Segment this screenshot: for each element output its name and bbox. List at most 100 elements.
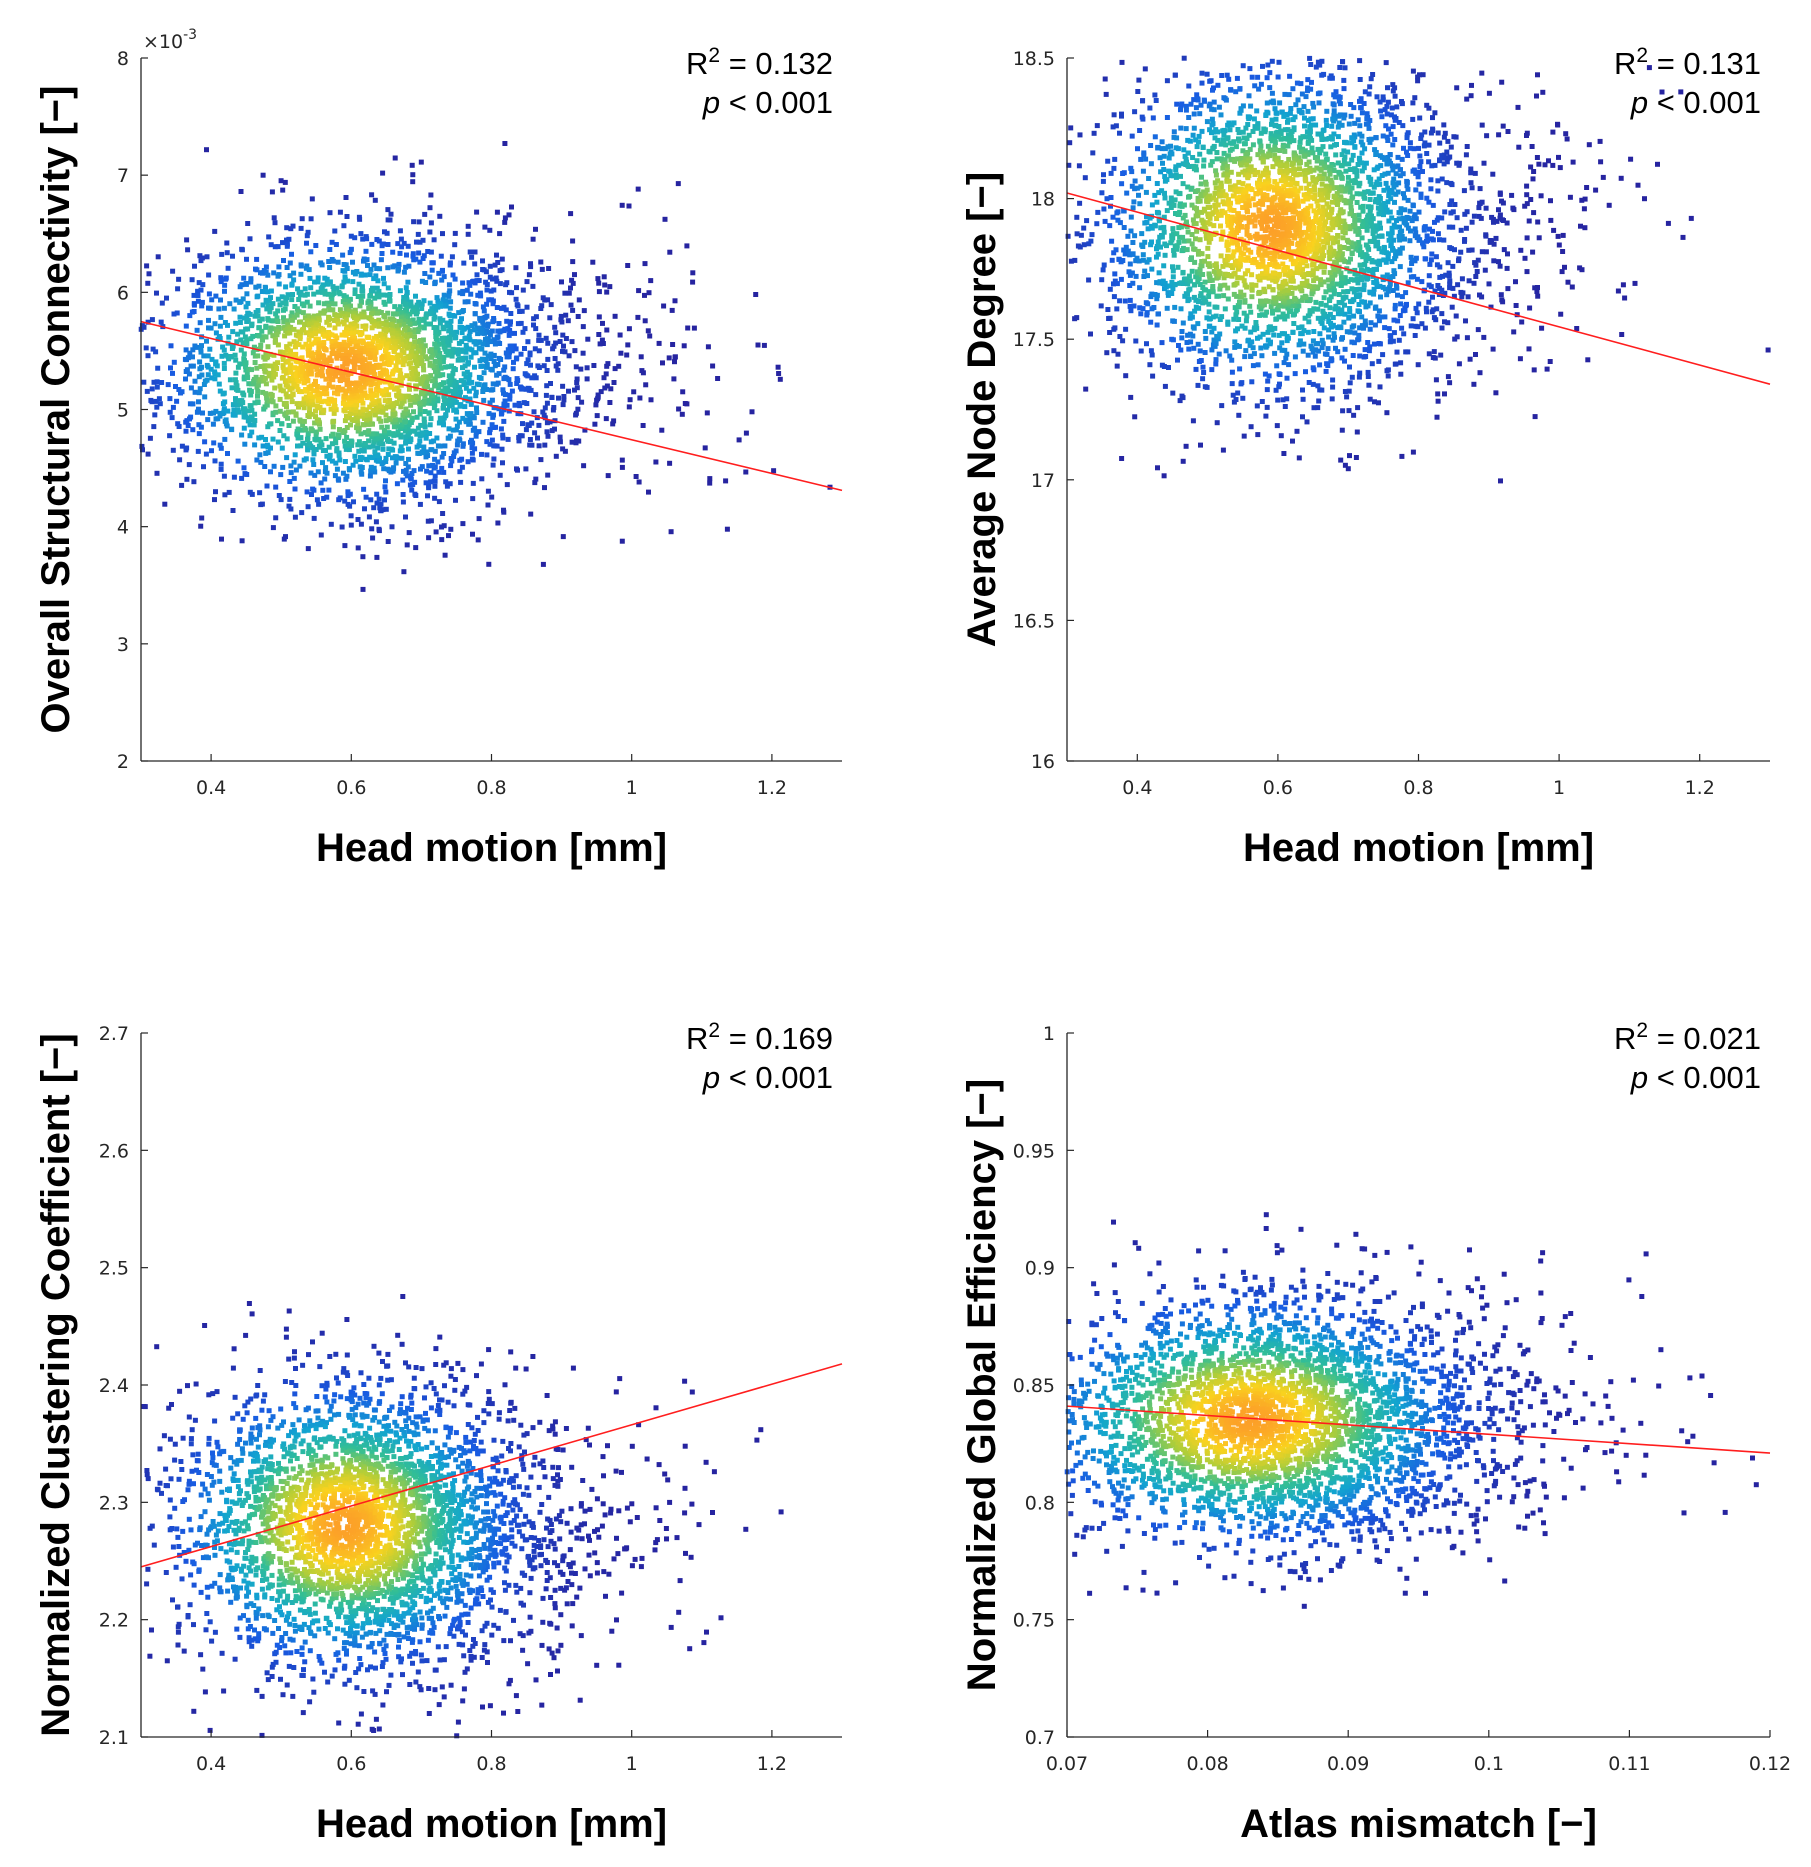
scatter-point [1385, 138, 1391, 143]
scatter-point [198, 424, 204, 430]
scatter-point [1392, 306, 1398, 312]
scatter-point [310, 486, 316, 492]
scatter-point [417, 438, 423, 444]
scatter-point [1498, 292, 1504, 298]
scatter-point [382, 398, 388, 404]
scatter-point [565, 318, 571, 324]
scatter-point [1140, 98, 1145, 104]
scatter-point [611, 380, 617, 385]
scatter-point [1390, 180, 1396, 186]
scatter-point [1174, 101, 1180, 107]
scatter-point [1209, 116, 1215, 122]
scatter-point [372, 381, 378, 387]
scatter-point [1077, 200, 1083, 206]
scatter-point [1209, 347, 1215, 353]
scatter-point [1347, 306, 1353, 311]
scatter-point [255, 388, 261, 394]
scatter-point [1124, 190, 1130, 196]
scatter-point [1451, 134, 1457, 140]
scatter-point [420, 363, 426, 368]
scatter-point [1371, 341, 1377, 347]
scatter-point [429, 260, 435, 266]
scatter-point [1469, 82, 1474, 88]
scatter-point [164, 295, 169, 301]
scatter-point [319, 442, 325, 448]
scatter-point [690, 270, 696, 276]
scatter-point [503, 350, 509, 356]
scatter-point [376, 294, 382, 300]
scatter-point [426, 463, 432, 469]
scatter-point [333, 440, 339, 446]
scatter-point [358, 338, 364, 344]
scatter-point [771, 468, 777, 474]
scatter-point [1464, 96, 1470, 102]
scatter-point [1535, 219, 1541, 225]
scatter-point [281, 433, 287, 439]
scatter-point [146, 271, 152, 277]
scatter-point [511, 359, 516, 365]
scatter-point [1397, 167, 1403, 173]
scatter-point [1384, 161, 1390, 167]
scatter-point [480, 304, 486, 310]
scatter-point [542, 405, 548, 411]
scatter-point [1146, 176, 1152, 181]
scatter-point [1171, 318, 1177, 324]
scatter-point [247, 311, 253, 317]
scatter-point [352, 271, 358, 277]
scatter-point [326, 456, 332, 462]
scatter-point [1383, 123, 1389, 129]
scatter-point [369, 192, 375, 198]
scatter-point [1157, 279, 1163, 285]
scatter-point [394, 400, 400, 406]
scatter-point [350, 462, 356, 468]
scatter-point [285, 292, 291, 298]
scatter-point [1355, 405, 1361, 411]
scatter-point [660, 360, 665, 366]
scatter-point [1130, 251, 1136, 257]
scatter-point [409, 162, 415, 168]
scatter-point [1375, 313, 1381, 319]
scatter-point [1476, 213, 1482, 219]
scatter-point [385, 242, 391, 247]
scatter-point [381, 361, 387, 367]
scatter-point [397, 304, 403, 310]
scatter-point [1435, 178, 1441, 184]
scatter-point [260, 172, 266, 178]
scatter-point [254, 457, 260, 463]
scatter-point [1404, 178, 1410, 184]
scatter-point [332, 473, 338, 479]
scatter-point [1324, 108, 1330, 114]
scatter-point [467, 282, 473, 288]
scatter-point [346, 299, 351, 305]
scatter-point [259, 434, 265, 440]
scatter-point [238, 337, 244, 343]
scatter-point [1144, 341, 1149, 347]
scatter-point [243, 363, 248, 369]
scatter-point [457, 457, 463, 463]
r-squared-sup: 2 [708, 44, 720, 67]
scatter-point [445, 400, 451, 406]
scatter-point [528, 362, 533, 368]
scatter-point [1499, 297, 1505, 303]
scatter-point [308, 386, 314, 391]
scatter-point [573, 412, 579, 418]
scatter-point [457, 389, 463, 395]
scatter-point [1378, 163, 1384, 169]
scatter-point [1323, 368, 1329, 374]
scatter-point [436, 469, 442, 475]
scatter-point [642, 261, 648, 267]
scatter-point [348, 438, 354, 444]
scatter-point [382, 229, 387, 235]
scatter-point [560, 534, 566, 540]
scatter-point [1433, 377, 1439, 383]
scatter-point [450, 391, 456, 397]
scatter-point [619, 202, 625, 208]
scatter-point [374, 435, 380, 441]
scatter-point [1195, 97, 1201, 103]
scatter-point [479, 451, 484, 457]
scatter-point [272, 371, 278, 377]
scatter-point [287, 479, 293, 484]
scatter-point [1190, 418, 1196, 424]
scatter-point [1472, 170, 1478, 176]
scatter-point [1524, 269, 1530, 275]
